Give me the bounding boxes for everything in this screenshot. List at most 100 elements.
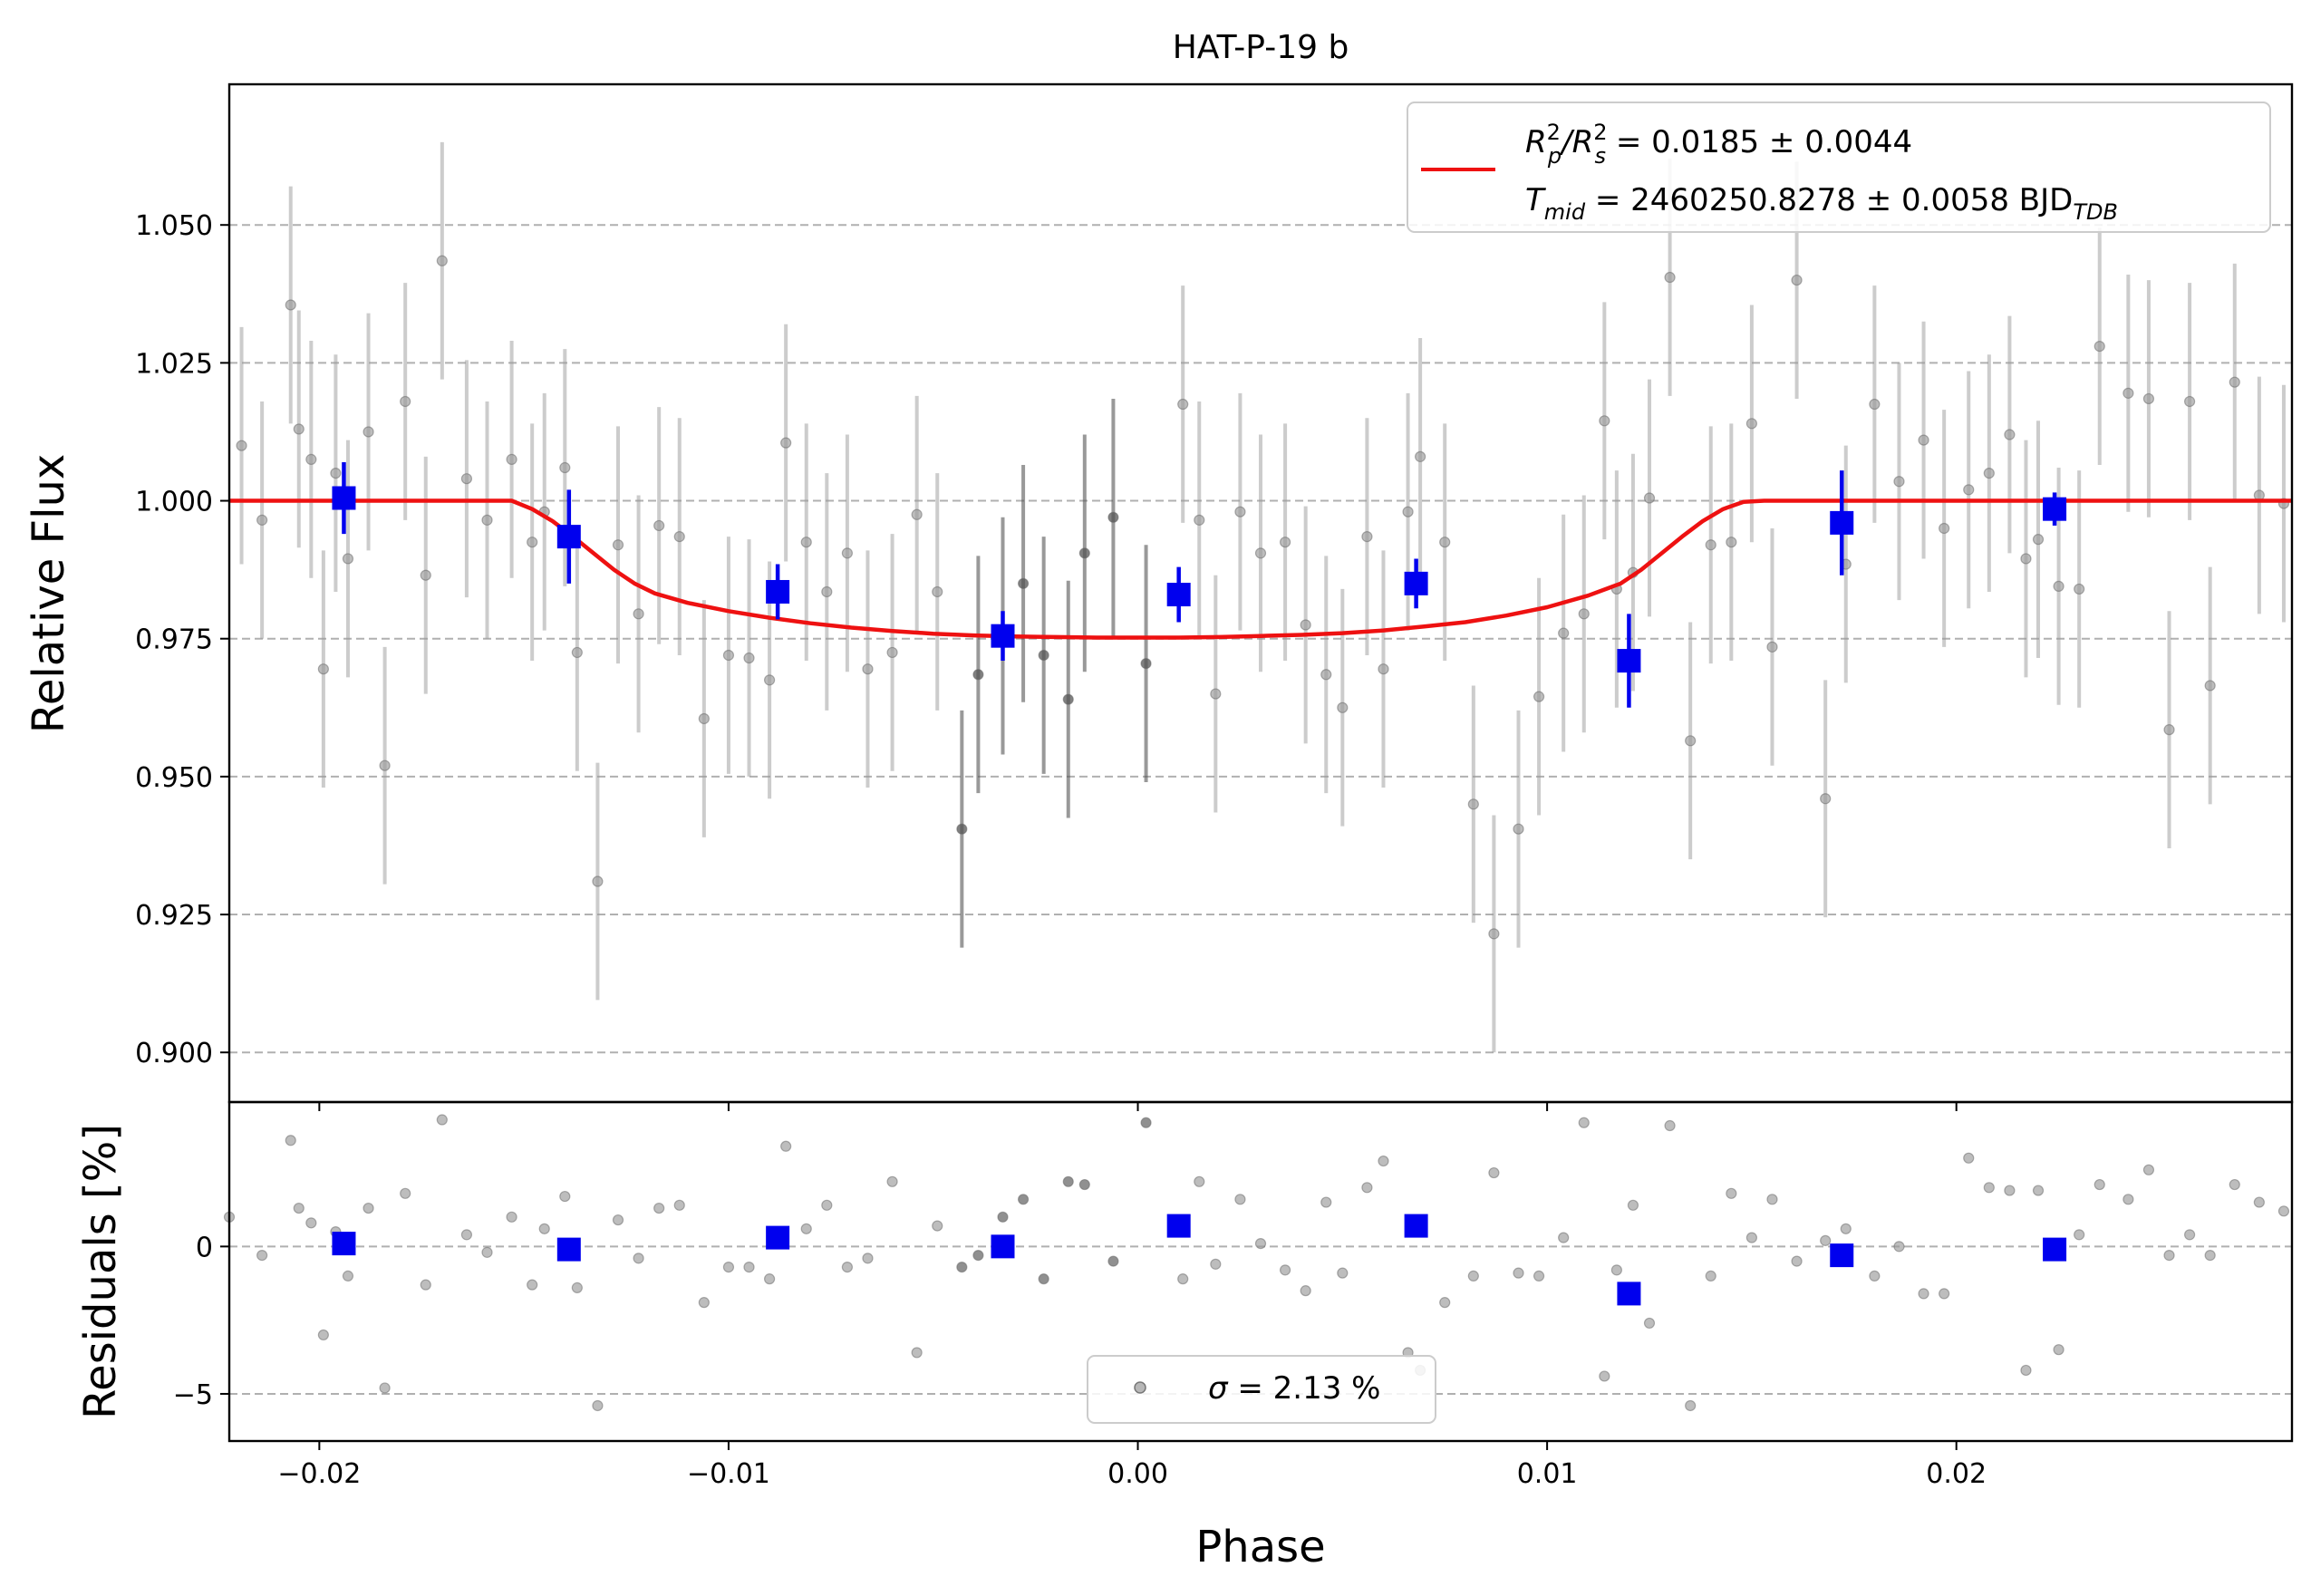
residual-raw-point	[436, 1114, 448, 1126]
flux-raw-point	[1963, 484, 1975, 496]
flux-raw-point	[2074, 583, 2085, 595]
residual-raw-point	[1177, 1273, 1189, 1285]
flux-raw-point	[1558, 627, 1570, 639]
residual-raw-point	[1279, 1264, 1291, 1276]
residual-raw-point	[2004, 1185, 2016, 1196]
flux-y-tick-label: 0.925	[135, 900, 213, 932]
flux-raw-point	[821, 585, 833, 598]
flux-binned-point	[766, 579, 790, 604]
flux-y-tick-label: 0.975	[135, 624, 213, 656]
flux-raw-point	[293, 423, 305, 435]
flux-raw-point	[1320, 669, 1332, 681]
residual-raw-point	[305, 1217, 317, 1229]
residual-raw-point	[2032, 1185, 2045, 1196]
flux-raw-point	[400, 395, 411, 408]
residual-raw-point	[1558, 1232, 1570, 1243]
flux-raw-point	[2020, 553, 2032, 565]
residual-raw-point	[780, 1140, 792, 1152]
residual-raw-point	[400, 1187, 411, 1199]
flux-legend: R2 p/R2 s = 0.0185 ± 0.0044 Tmid = 2460250…	[1407, 102, 2271, 233]
flux-raw-point	[1194, 514, 1205, 526]
flux-legend-box	[1407, 102, 2271, 233]
flux-raw-point	[1415, 450, 1426, 462]
flux-binned-point	[332, 486, 356, 510]
residual-raw-point	[2142, 1164, 2155, 1175]
residual-raw-point	[800, 1223, 812, 1234]
residual-raw-point	[1939, 1288, 1950, 1300]
flux-raw-point	[285, 299, 296, 311]
flux-raw-point	[305, 453, 317, 465]
residual-binned-point	[1617, 1282, 1641, 1306]
residual-raw-point	[956, 1262, 968, 1273]
flux-raw-point	[1107, 511, 1119, 523]
residual-raw-point	[821, 1199, 833, 1211]
flux-binned-point	[1404, 571, 1428, 595]
flux-raw-point	[673, 531, 685, 543]
flux-raw-point	[2184, 395, 2196, 408]
flux-raw-point	[1439, 537, 1451, 548]
residual-raw-point	[1599, 1370, 1610, 1382]
residual-raw-point	[342, 1270, 354, 1282]
flux-binned-point	[1166, 583, 1191, 607]
residual-binned-point	[991, 1234, 1015, 1259]
flux-raw-point	[1488, 928, 1500, 940]
residual-raw-point	[911, 1347, 923, 1359]
residual-raw-point	[1726, 1187, 1737, 1199]
residual-raw-point	[506, 1211, 517, 1223]
flux-raw-point	[527, 537, 538, 548]
flux-raw-point	[2093, 341, 2105, 353]
flux-raw-point	[1745, 418, 1758, 430]
residuals-panel: −5 0 −0.02 −0.01 0.00 0.01 0.02 Residuals [%]…	[75, 1100, 2294, 1572]
flux-raw-point	[256, 514, 268, 526]
flux-raw-point	[862, 663, 874, 675]
flux-raw-point	[1939, 522, 1950, 535]
residual-raw-point	[862, 1253, 874, 1264]
flux-raw-point	[1078, 547, 1090, 559]
residual-raw-point	[1378, 1155, 1389, 1167]
residual-raw-point	[1361, 1182, 1373, 1194]
residual-raw-point	[932, 1220, 943, 1232]
residual-raw-point	[2277, 1205, 2290, 1217]
residuals-legend-marker	[1134, 1381, 1146, 1394]
residual-raw-point	[481, 1246, 493, 1258]
residual-raw-point	[2122, 1194, 2134, 1205]
flux-y-tick-label: 0.900	[135, 1038, 213, 1069]
flux-raw-point	[559, 461, 571, 474]
flux-raw-point	[886, 646, 898, 659]
flux-raw-point	[317, 663, 329, 675]
flux-raw-point	[592, 875, 604, 887]
residual-raw-point	[379, 1382, 391, 1394]
residual-raw-point	[1078, 1178, 1090, 1191]
flux-y-tick-label: 1.050	[135, 210, 213, 242]
flux-y-ticks: 0.900 0.925 0.950 0.975 1.000 1.025 1.050	[135, 210, 1958, 1111]
flux-raw-point	[743, 652, 755, 664]
residual-raw-point	[1017, 1194, 1030, 1205]
residual-raw-point	[2053, 1344, 2064, 1356]
residual-raw-point	[317, 1329, 329, 1341]
flux-raw-point	[571, 646, 583, 659]
residual-raw-point	[1107, 1255, 1119, 1267]
residual-raw-point	[527, 1279, 538, 1291]
flux-binned-points	[332, 461, 2067, 708]
flux-raw-point	[2032, 534, 2045, 546]
flux-raw-point	[1467, 798, 1479, 810]
flux-raw-point	[1234, 506, 1246, 517]
residual-raw-point	[1643, 1317, 1656, 1330]
flux-raw-point	[379, 759, 391, 771]
flux-raw-point	[763, 674, 776, 686]
flux-raw-point	[2122, 387, 2134, 399]
phase-x-tick-label: 0.00	[1107, 1458, 1168, 1490]
flux-raw-point	[1210, 688, 1222, 700]
residual-raw-point	[538, 1223, 550, 1234]
residuals-y-tick-label: −5	[173, 1379, 213, 1411]
flux-raw-point	[363, 426, 374, 438]
flux-raw-point	[841, 547, 853, 559]
residual-raw-point	[673, 1199, 685, 1211]
transit-model-line	[229, 498, 2292, 640]
residual-raw-point	[1513, 1267, 1524, 1279]
flux-raw-point	[1578, 608, 1590, 620]
residual-raw-point	[1820, 1234, 1832, 1246]
residual-raw-point	[886, 1175, 898, 1187]
residual-raw-point	[1254, 1238, 1267, 1250]
